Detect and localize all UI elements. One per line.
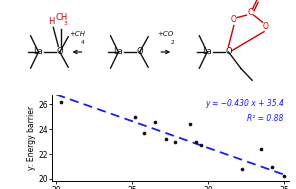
Text: 2: 2 [170,40,174,45]
Text: La: La [34,47,43,57]
Text: O: O [57,47,63,57]
Point [239,167,244,170]
Text: 4: 4 [81,40,84,45]
Text: C: C [247,8,253,17]
Point [198,144,203,147]
Text: y = −0.430 x + 35.4: y = −0.430 x + 35.4 [205,99,284,108]
Y-axis label: y: Energy barrier: y: Energy barrier [27,106,36,170]
Text: O: O [263,22,268,31]
Point [259,148,264,151]
Text: La: La [114,47,123,57]
Text: +CO: +CO [158,31,174,37]
Point [142,132,147,135]
Point [188,123,192,126]
Point [163,138,168,141]
Text: O: O [231,15,237,24]
Text: La: La [202,47,212,57]
Text: CH: CH [55,13,67,22]
Point [133,115,138,118]
Point [194,140,198,143]
Point [282,175,287,178]
Text: +CH: +CH [69,31,85,37]
Point [270,165,274,168]
Text: O: O [225,47,232,57]
Text: H: H [48,17,54,26]
Text: O: O [136,47,143,57]
Text: R² = 0.88: R² = 0.88 [247,114,284,123]
Point [172,140,177,143]
Text: 3: 3 [64,21,67,26]
Point [59,100,63,103]
Point [153,120,157,123]
